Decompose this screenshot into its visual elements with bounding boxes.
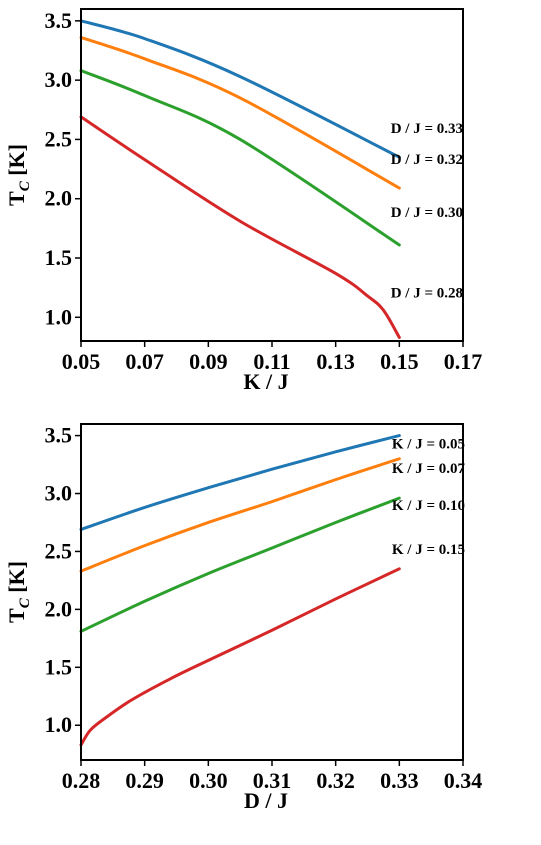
y-tick-label: 3.5 [45, 8, 73, 33]
x-tick-label: 0.32 [316, 768, 355, 793]
series-line [79, 115, 401, 339]
chart-panel-1: 0.05 0.07 0.09 0.11 0.13 0.15 0.17 1.0 1.5 2.0 2.5… [4, 8, 482, 394]
y-tick-label: 2.5 [45, 126, 73, 151]
x-tick-label: 0.13 [316, 349, 355, 374]
y-axis-label: TC [K] [4, 561, 33, 623]
y-tick-label: 3.5 [45, 423, 73, 448]
series-line [79, 496, 401, 633]
series-line [79, 567, 401, 747]
x-tick-label: 0.17 [444, 349, 483, 374]
series-label: D / J = 0.33 [391, 121, 463, 137]
x-tick-label: 0.07 [125, 349, 164, 374]
x-tick-label: 0.09 [189, 349, 228, 374]
series-label: D / J = 0.28 [391, 285, 463, 301]
x-tick-label: 0.30 [189, 768, 228, 793]
series-label: D / J = 0.30 [391, 205, 463, 221]
y-tick-label: 2.5 [45, 538, 73, 563]
series-label: D / J = 0.32 [391, 152, 463, 168]
series-label: K / J = 0.10 [392, 498, 465, 514]
y-tick-label: 2.0 [45, 596, 73, 621]
x-tick-label: 0.05 [62, 349, 101, 374]
x-tick-label: 0.28 [62, 768, 101, 793]
y-tick-label: 1.5 [45, 245, 73, 270]
series-line [79, 434, 401, 531]
series-label: K / J = 0.05 [392, 437, 465, 453]
x-axis-label: D / J [244, 788, 288, 813]
y-axis-label: TC [K] [4, 144, 33, 206]
series-line [79, 69, 401, 247]
x-tick-label: 0.34 [444, 768, 483, 793]
series-label: K / J = 0.07 [392, 461, 466, 477]
x-tick-label: 0.29 [125, 768, 164, 793]
y-tick-label: 2.0 [45, 186, 73, 211]
y-tick-label: 1.0 [45, 304, 73, 329]
x-tick-label: 0.31 [253, 768, 292, 793]
x-tick-label: 0.11 [253, 349, 290, 374]
y-tick-label: 1.0 [45, 712, 73, 737]
y-tick-label: 3.0 [45, 481, 73, 506]
x-tick-label: 0.15 [380, 349, 419, 374]
chart-panel-2: 0.28 0.29 0.30 0.31 0.32 0.33 0.34 1.0 1.5 2.0 2.5… [4, 423, 482, 813]
series-label: K / J = 0.15 [392, 542, 465, 558]
series-line [79, 35, 401, 190]
x-axis-label: K / J [243, 369, 288, 394]
y-tick-label: 1.5 [45, 654, 73, 679]
x-tick-label: 0.33 [380, 768, 419, 793]
y-tick-label: 3.0 [45, 67, 73, 92]
series-line [79, 457, 401, 573]
series-line [79, 19, 401, 159]
